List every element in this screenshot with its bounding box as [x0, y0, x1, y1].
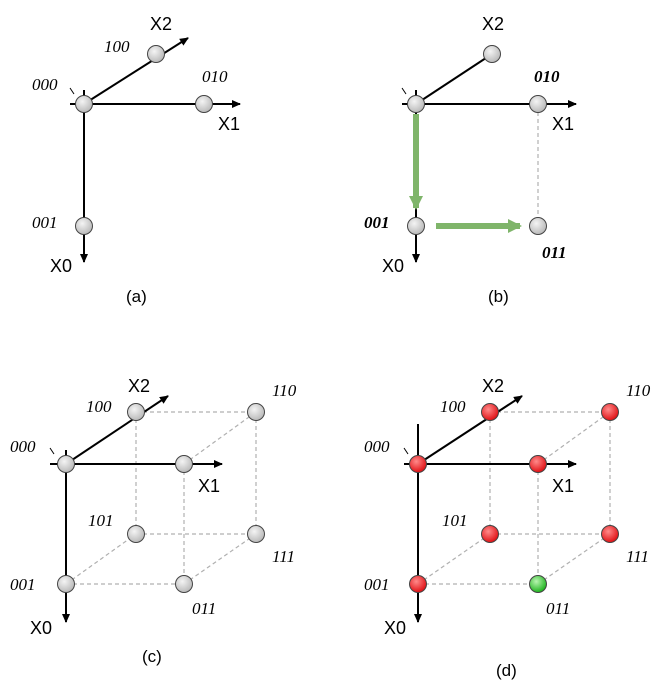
axis-label-x0: X0 [30, 618, 52, 638]
origin-tick [49, 447, 55, 455]
label-010: 010 [202, 67, 228, 86]
node-101 [481, 525, 499, 543]
x2-axis [415, 53, 493, 105]
axis-label-x0: X0 [384, 618, 406, 638]
dashed-edges [417, 411, 611, 585]
node-010 [195, 95, 213, 113]
x2-axis [65, 395, 169, 465]
axis-label-x2: X2 [150, 14, 172, 34]
node-010 [175, 455, 193, 473]
label-101: 101 [88, 511, 114, 530]
axis-label-x2: X2 [482, 376, 504, 396]
node-000 [57, 455, 75, 473]
label-011: 011 [192, 599, 216, 618]
axis-label-x2: X2 [482, 14, 504, 34]
dashed-edge [537, 411, 611, 465]
label-001: 001 [32, 213, 58, 232]
axis-label-x0: X0 [382, 256, 404, 276]
label-000: 000 [10, 437, 36, 456]
node-000 [75, 95, 93, 113]
node-100 [483, 45, 501, 63]
label-001: 001 [364, 213, 390, 232]
label-100: 100 [104, 37, 130, 56]
dashed-edge [183, 411, 257, 465]
panel-a: 000 100 010 001 X2 X1 X0 (a) [32, 14, 241, 306]
label-011: 011 [546, 599, 570, 618]
label-001: 001 [364, 575, 390, 594]
label-111: 111 [272, 547, 295, 566]
label-000: 000 [364, 437, 390, 456]
label-110: 110 [626, 381, 651, 400]
caption-b: (b) [488, 287, 509, 306]
node-000 [407, 95, 425, 113]
axis-label-x1: X1 [552, 476, 574, 496]
label-110: 110 [272, 381, 297, 400]
dashed-edges [65, 411, 257, 585]
caption-a: (a) [126, 287, 147, 306]
x2-axis [417, 395, 523, 465]
label-001: 001 [10, 575, 36, 594]
node-111 [601, 525, 619, 543]
origin-tick [69, 87, 75, 95]
label-100: 100 [440, 397, 466, 416]
node-001 [75, 217, 93, 235]
axis-label-x1: X1 [198, 476, 220, 496]
node-100 [127, 403, 145, 421]
node-010 [529, 95, 547, 113]
node-011 [175, 575, 193, 593]
panel-d: 000 100 110 101 111 001 011 X2 X1 X0 (d) [364, 376, 651, 680]
axis-label-x1: X1 [552, 114, 574, 134]
node-011 [529, 575, 547, 593]
node-000 [409, 455, 427, 473]
dashed-edge [417, 533, 491, 585]
origin-tick [403, 447, 409, 455]
node-100 [147, 45, 165, 63]
node-100 [481, 403, 499, 421]
node-001 [57, 575, 75, 593]
dashed-edge [65, 533, 137, 585]
label-101: 101 [442, 511, 468, 530]
caption-c: (c) [142, 647, 162, 666]
node-110 [601, 403, 619, 421]
label-011: 011 [542, 243, 567, 262]
node-111 [247, 525, 265, 543]
x2-axis [83, 37, 189, 105]
label-100: 100 [86, 397, 112, 416]
panel-c: 000 100 110 101 111 001 011 X2 X1 X0 (c) [10, 376, 297, 666]
node-011 [529, 217, 547, 235]
panel-b: 010 001 011 X2 X1 X0 (b) [364, 14, 577, 306]
axis-label-x1: X1 [218, 114, 240, 134]
node-010 [529, 455, 547, 473]
axis-label-x2: X2 [128, 376, 150, 396]
label-010: 010 [534, 67, 560, 86]
node-110 [247, 403, 265, 421]
origin-tick [401, 87, 407, 95]
node-101 [127, 525, 145, 543]
axis-label-x0: X0 [50, 256, 72, 276]
label-111: 111 [626, 547, 649, 566]
node-001 [407, 217, 425, 235]
dashed-edge [537, 533, 611, 585]
caption-d: (d) [496, 661, 517, 680]
node-001 [409, 575, 427, 593]
dashed-edge [183, 533, 257, 585]
label-000: 000 [32, 75, 58, 94]
